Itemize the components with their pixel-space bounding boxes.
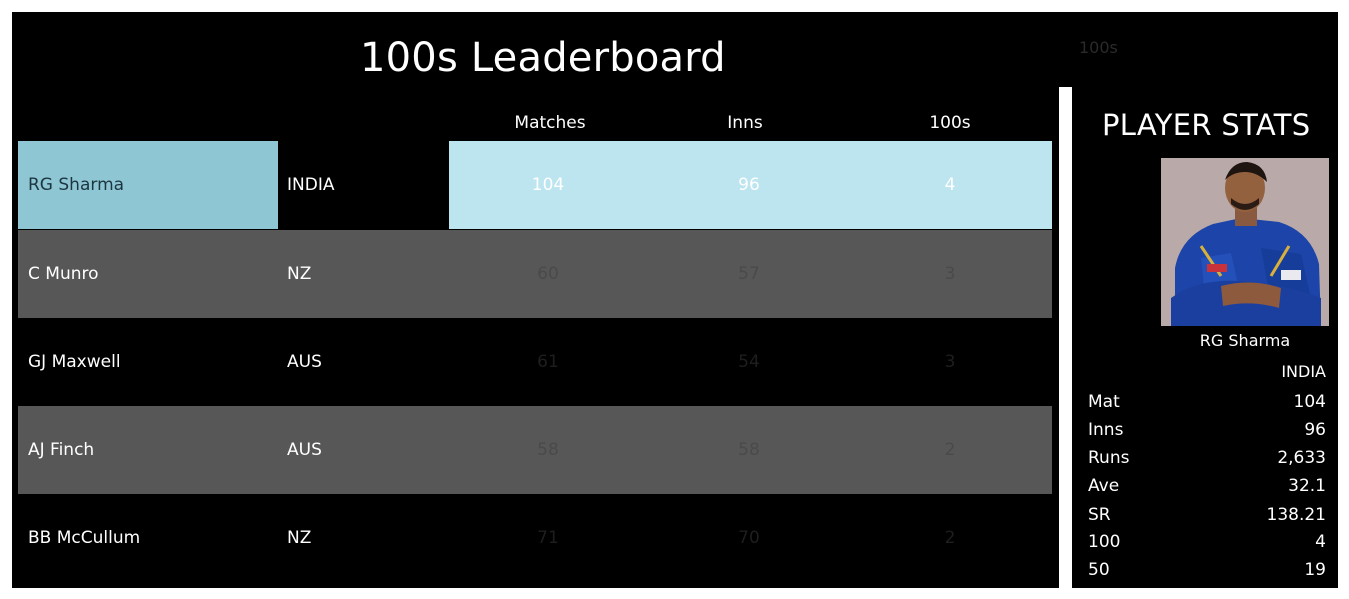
stat-value-inns: 96 bbox=[1304, 420, 1326, 440]
table-row[interactable]: BB McCullum NZ 71 70 2 bbox=[18, 494, 1052, 582]
stat-label-runs: Runs bbox=[1088, 448, 1130, 468]
hundreds-value: 3 bbox=[944, 352, 956, 372]
player-country: NZ bbox=[287, 528, 312, 548]
selected-values-highlight bbox=[449, 141, 1052, 229]
stat-label-100: 100 bbox=[1088, 532, 1121, 552]
matches-value: 61 bbox=[537, 352, 559, 372]
hidden-sheet-label: 100s bbox=[1079, 38, 1118, 57]
leaderboard-title: 100s Leaderboard bbox=[360, 35, 726, 81]
player-name[interactable]: C Munro bbox=[28, 264, 99, 284]
inns-value: 58 bbox=[738, 440, 760, 460]
stat-label-50: 50 bbox=[1088, 560, 1110, 580]
hundreds-value: 2 bbox=[944, 440, 956, 460]
selected-name-highlight bbox=[18, 141, 278, 229]
table-row[interactable]: AJ Finch AUS 58 58 2 bbox=[18, 406, 1052, 494]
matches-value: 71 bbox=[537, 528, 559, 548]
player-stats-country: INDIA bbox=[1281, 362, 1326, 381]
player-photo bbox=[1161, 158, 1329, 326]
player-name[interactable]: BB McCullum bbox=[28, 528, 141, 548]
player-photo-illustration bbox=[1161, 158, 1329, 326]
stat-label-inns: Inns bbox=[1088, 420, 1124, 440]
inns-value: 96 bbox=[738, 175, 760, 195]
hundreds-value: 2 bbox=[944, 528, 956, 548]
inns-value: 57 bbox=[738, 264, 760, 284]
table-row-selected[interactable]: RG Sharma INDIA 104 96 4 bbox=[18, 141, 1052, 229]
player-country: NZ bbox=[287, 264, 312, 284]
player-name[interactable]: RG Sharma bbox=[28, 175, 125, 195]
player-name[interactable]: AJ Finch bbox=[28, 440, 95, 460]
stat-label-sr: SR bbox=[1088, 505, 1111, 525]
column-header-inns[interactable]: Inns bbox=[727, 113, 763, 133]
column-header-matches[interactable]: Matches bbox=[514, 113, 586, 133]
inns-value: 54 bbox=[738, 352, 760, 372]
stat-label-mat: Mat bbox=[1088, 392, 1120, 412]
panel-divider bbox=[1059, 87, 1072, 588]
matches-value: 58 bbox=[537, 440, 559, 460]
hundreds-value: 4 bbox=[944, 175, 956, 195]
hundreds-value: 3 bbox=[944, 264, 956, 284]
stat-value-runs: 2,633 bbox=[1277, 448, 1326, 468]
player-country: AUS bbox=[287, 352, 322, 372]
player-name[interactable]: GJ Maxwell bbox=[28, 352, 121, 372]
player-stats-name: RG Sharma bbox=[1199, 331, 1291, 350]
player-stats-title: PLAYER STATS bbox=[1102, 108, 1311, 142]
stat-value-sr: 138.21 bbox=[1266, 505, 1326, 525]
stat-value-mat: 104 bbox=[1293, 392, 1326, 412]
table-row[interactable]: GJ Maxwell AUS 61 54 3 bbox=[18, 318, 1052, 406]
player-country: AUS bbox=[287, 440, 322, 460]
stat-value-100: 4 bbox=[1315, 532, 1326, 552]
player-country: INDIA bbox=[287, 175, 335, 195]
table-row[interactable]: C Munro NZ 60 57 3 bbox=[18, 230, 1052, 318]
column-header-100s[interactable]: 100s bbox=[929, 113, 971, 133]
stat-value-50: 19 bbox=[1304, 560, 1326, 580]
matches-value: 60 bbox=[537, 264, 559, 284]
stat-label-ave: Ave bbox=[1088, 476, 1120, 496]
inns-value: 70 bbox=[738, 528, 760, 548]
stat-value-ave: 32.1 bbox=[1288, 476, 1326, 496]
matches-value: 104 bbox=[531, 175, 565, 195]
